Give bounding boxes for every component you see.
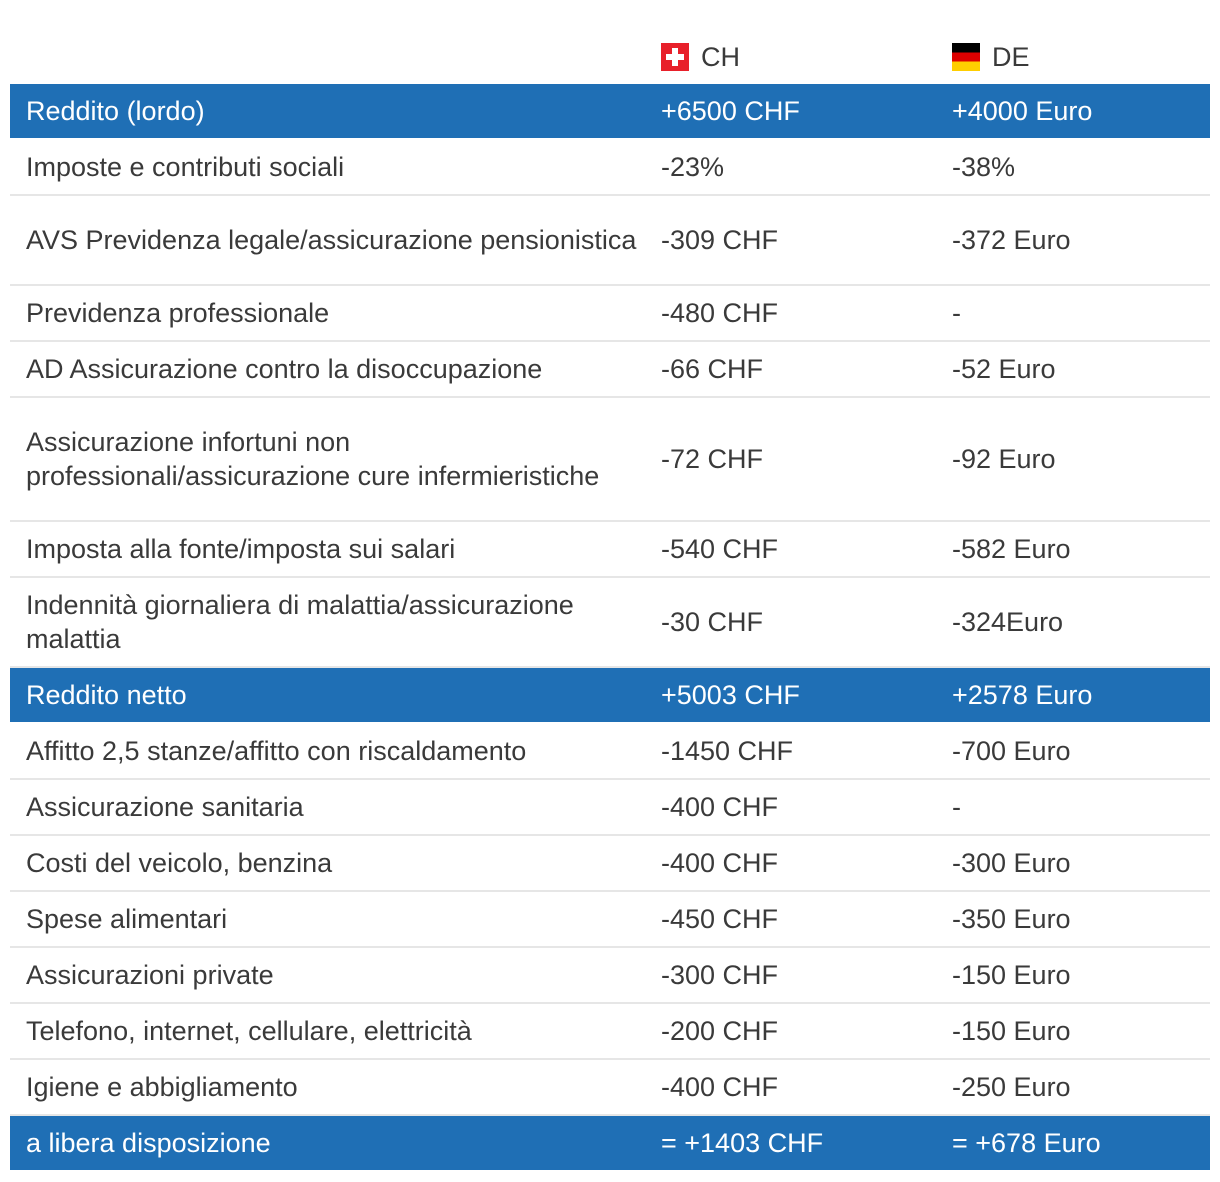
row-label: Indennità giornaliera di malattia/assicu…	[26, 590, 574, 654]
table-row-disposable-income: a libera disposizione = +1403 CHF = +678…	[10, 1116, 1210, 1172]
row-value-de: -250 Euro	[952, 1072, 1071, 1102]
row-value-ch: -400 CHF	[661, 1072, 779, 1102]
row-value-ch: -450 CHF	[661, 904, 779, 934]
table-row: Costi del veicolo, benzina -400 CHF -300…	[10, 836, 1210, 892]
row-label: Reddito (lordo)	[26, 96, 205, 126]
table-row: Assicurazioni private -300 CHF -150 Euro	[10, 948, 1210, 1004]
table-row: Telefono, internet, cellulare, elettrici…	[10, 1004, 1210, 1060]
table-row-gross-income: Reddito (lordo) +6500 CHF +4000 Euro	[10, 84, 1210, 140]
row-value-de: -324Euro	[952, 607, 1064, 637]
row-value-de: +4000 Euro	[952, 96, 1093, 126]
table-row: Spese alimentari -450 CHF -350 Euro	[10, 892, 1210, 948]
row-value-de: -700 Euro	[952, 736, 1071, 766]
row-value-ch: +5003 CHF	[661, 680, 800, 710]
table-row: Assicurazione sanitaria -400 CHF -	[10, 780, 1210, 836]
row-value-de: -92 Euro	[952, 444, 1056, 474]
table-row: Affitto 2,5 stanze/affitto con riscaldam…	[10, 724, 1210, 780]
column-header-ch-label: CH	[701, 42, 740, 72]
row-value-ch: -200 CHF	[661, 1016, 779, 1046]
row-value-ch: -30 CHF	[661, 607, 764, 637]
row-value-ch: -1450 CHF	[661, 736, 794, 766]
table-header-row: CH DE	[10, 30, 1210, 84]
table-row: Assicurazione infortuni non professional…	[10, 398, 1210, 522]
salary-comparison-table: CH DE Reddito (lordo) +6500 CHF +4000 Eu…	[10, 30, 1210, 1172]
row-value-de: -372 Euro	[952, 225, 1071, 255]
row-value-de: +2578 Euro	[952, 680, 1093, 710]
row-label: Reddito netto	[26, 680, 187, 710]
column-header-ch: CH	[661, 40, 952, 74]
column-header-de: DE	[952, 40, 1210, 74]
swiss-flag-icon	[661, 43, 689, 71]
row-value-ch: -23%	[661, 152, 725, 182]
row-value-ch: -300 CHF	[661, 960, 779, 990]
table-row: AVS Previdenza legale/assicurazione pens…	[10, 196, 1210, 286]
table-row: Imposte e contributi sociali -23% -38%	[10, 140, 1210, 196]
row-value-de: -150 Euro	[952, 1016, 1071, 1046]
row-value-ch: -480 CHF	[661, 298, 779, 328]
row-value-ch: -66 CHF	[661, 354, 764, 384]
row-value-ch: = +1403 CHF	[661, 1128, 824, 1158]
row-label: Costi del veicolo, benzina	[26, 848, 333, 878]
row-label: Affitto 2,5 stanze/affitto con riscaldam…	[26, 736, 527, 766]
row-label: Igiene e abbigliamento	[26, 1072, 298, 1102]
row-value-de: -	[952, 298, 961, 328]
row-value-de: = +678 Euro	[952, 1128, 1101, 1158]
table-row: AD Assicurazione contro la disoccupazion…	[10, 342, 1210, 398]
row-label: Imposte e contributi sociali	[26, 152, 345, 182]
row-value-de: -150 Euro	[952, 960, 1071, 990]
row-value-de: -38%	[952, 152, 1016, 182]
row-label: Previdenza professionale	[26, 298, 330, 328]
table-row: Indennità giornaliera di malattia/assicu…	[10, 578, 1210, 668]
row-value-ch: -72 CHF	[661, 444, 764, 474]
row-label: Imposta alla fonte/imposta sui salari	[26, 534, 456, 564]
row-label: AD Assicurazione contro la disoccupazion…	[26, 354, 543, 384]
row-label: AVS Previdenza legale/assicurazione pens…	[26, 225, 637, 255]
row-label: Assicurazioni private	[26, 960, 274, 990]
row-value-ch: -309 CHF	[661, 225, 779, 255]
row-value-de: -52 Euro	[952, 354, 1056, 384]
row-value-ch: -400 CHF	[661, 792, 779, 822]
row-value-de: -300 Euro	[952, 848, 1071, 878]
table-row-net-income: Reddito netto +5003 CHF +2578 Euro	[10, 668, 1210, 724]
row-value-de: -	[952, 792, 961, 822]
row-value-ch: +6500 CHF	[661, 96, 800, 126]
row-value-ch: -400 CHF	[661, 848, 779, 878]
table-row: Previdenza professionale -480 CHF -	[10, 286, 1210, 342]
row-label: a libera disposizione	[26, 1128, 271, 1158]
german-flag-icon	[952, 43, 980, 71]
row-label: Assicurazione sanitaria	[26, 792, 304, 822]
row-value-de: -582 Euro	[952, 534, 1071, 564]
table-row: Igiene e abbigliamento -400 CHF -250 Eur…	[10, 1060, 1210, 1116]
row-label: Spese alimentari	[26, 904, 228, 934]
row-label: Telefono, internet, cellulare, elettrici…	[26, 1016, 472, 1046]
row-value-ch: -540 CHF	[661, 534, 779, 564]
table-row: Imposta alla fonte/imposta sui salari -5…	[10, 522, 1210, 578]
column-header-de-label: DE	[992, 42, 1030, 72]
row-label: Assicurazione infortuni non professional…	[26, 427, 600, 491]
row-value-de: -350 Euro	[952, 904, 1071, 934]
